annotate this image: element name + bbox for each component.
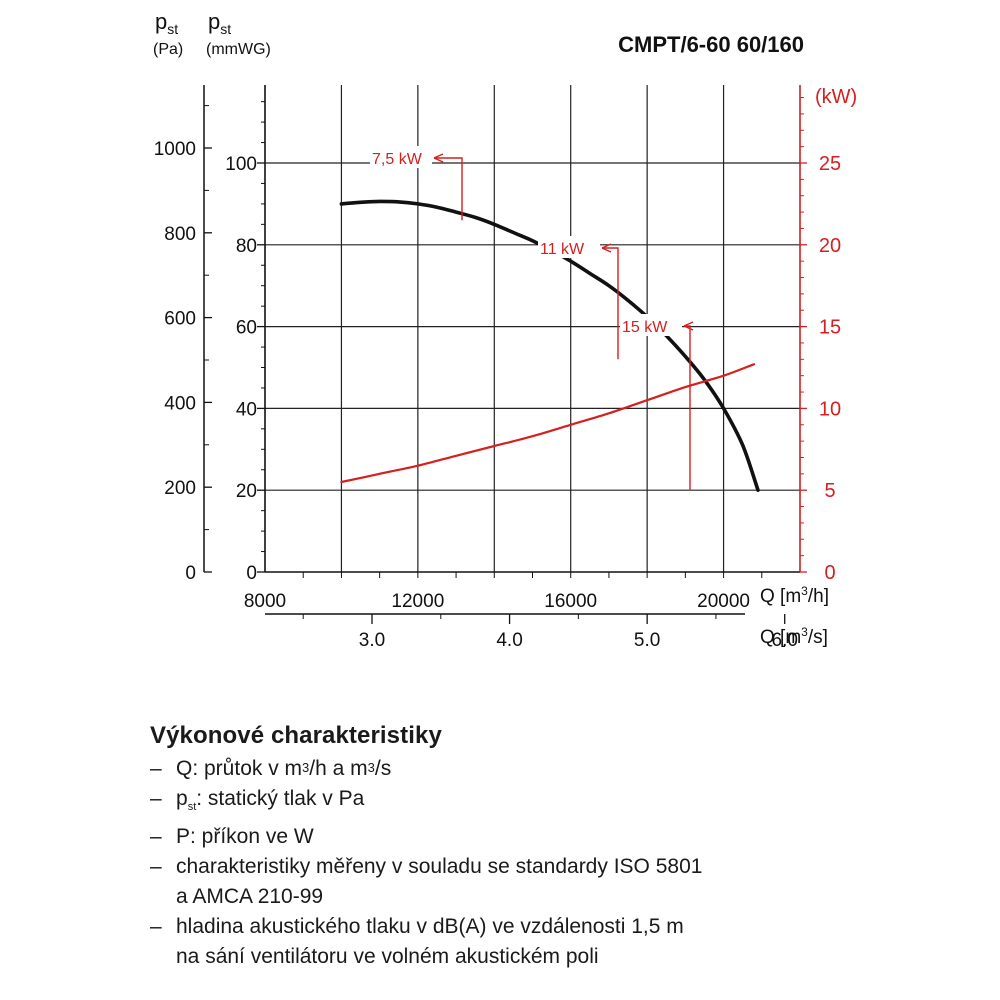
note-noise: hladina akustického tlaku v dB(A) ve vzd… [150,912,970,972]
tick-label-y-left-outer: 800 [164,224,196,245]
note-power: P: příkon ve W [150,822,970,852]
tick-label-y-right: 10 [819,398,841,420]
series-line-power [340,363,756,484]
tick-label-x-primary: 20000 [697,591,750,612]
annotation-arrowhead [601,243,612,253]
performance-notes: Výkonové charakteristiky Q: průtok v m3/… [150,722,970,972]
tick-label-y-left-outer: 200 [164,478,196,499]
tick-label-y-left-outer: 1000 [154,139,196,160]
tick-label-x-primary: 12000 [391,591,444,612]
tick-label-y-right: 0 [824,562,835,584]
fan-performance-chart: 0200400600800100002040608010005101520258… [153,9,857,651]
tick-label-y-left-inner: 80 [236,236,257,257]
chart-grid [264,85,801,572]
annotation-bg [538,236,600,258]
tick-label-y-left-outer: 0 [185,563,196,584]
y-left-inner-label: pst [208,9,231,37]
chart-ticks: 0200400600800100002040608010005101520258… [154,97,841,651]
x-secondary-label: Q [m3/s] [760,625,828,648]
annotation-label: 15 kW [622,319,668,336]
tick-label-y-right: 25 [819,153,841,175]
tick-label-y-right: 15 [819,317,841,339]
y-left-outer-unit: (Pa) [153,41,183,58]
annotation-arrowhead [433,153,444,163]
tick-label-x-primary: 16000 [544,591,597,612]
annotation-leader [684,325,691,491]
x-primary-label: Q [m3/h] [760,584,829,607]
notes-title: Výkonové charakteristiky [150,722,442,749]
y-left-inner-unit: (mmWG) [206,41,271,58]
tick-label-y-right: 20 [819,235,841,257]
tick-label-x-secondary: 6.0 [772,630,798,651]
y-right-unit: (kW) [815,86,857,108]
annotation-leader [434,157,463,221]
note-standards: charakteristiky měřeny v souladu se stan… [150,852,970,912]
tick-label-y-left-inner: 20 [236,481,257,502]
annotation-label: 7,5 kW [372,151,423,168]
chart-labels: CMPT/6-60 60/160 pst (Pa) pst (mmWG) (kW… [153,9,857,648]
note-static-pressure: pst: statický tlak v Pa [150,784,970,822]
tick-label-y-left-outer: 600 [164,309,196,330]
tick-label-x-secondary: 4.0 [496,630,522,651]
y-left-outer-label: pst [155,9,178,37]
tick-label-x-secondary: 3.0 [359,630,385,651]
chart-annotations: 7,5 kW 11 kW 15 kW [370,146,694,491]
tick-label-y-left-inner: 100 [225,154,257,175]
tick-label-y-left-inner: 40 [236,399,257,420]
chart-title: CMPT/6-60 60/160 [618,32,804,57]
notes-list: Q: průtok v m3/h a m3/s pst: statický tl… [150,754,970,972]
tick-label-x-secondary: 5.0 [634,630,660,651]
annotation-label: 11 kW [540,241,585,258]
note-flow: Q: průtok v m3/h a m3/s [150,754,970,784]
tick-label-y-right: 5 [824,480,835,502]
tick-label-y-left-inner: 0 [246,563,257,584]
tick-label-y-left-outer: 400 [164,393,196,414]
tick-label-y-left-inner: 60 [236,318,257,339]
annotation-bg [370,146,432,168]
annotation-bg [620,314,682,336]
tick-label-x-primary: 8000 [244,591,286,612]
chart-axes [203,85,801,615]
annotation-leader [602,247,619,360]
annotation-arrowhead [683,321,694,331]
